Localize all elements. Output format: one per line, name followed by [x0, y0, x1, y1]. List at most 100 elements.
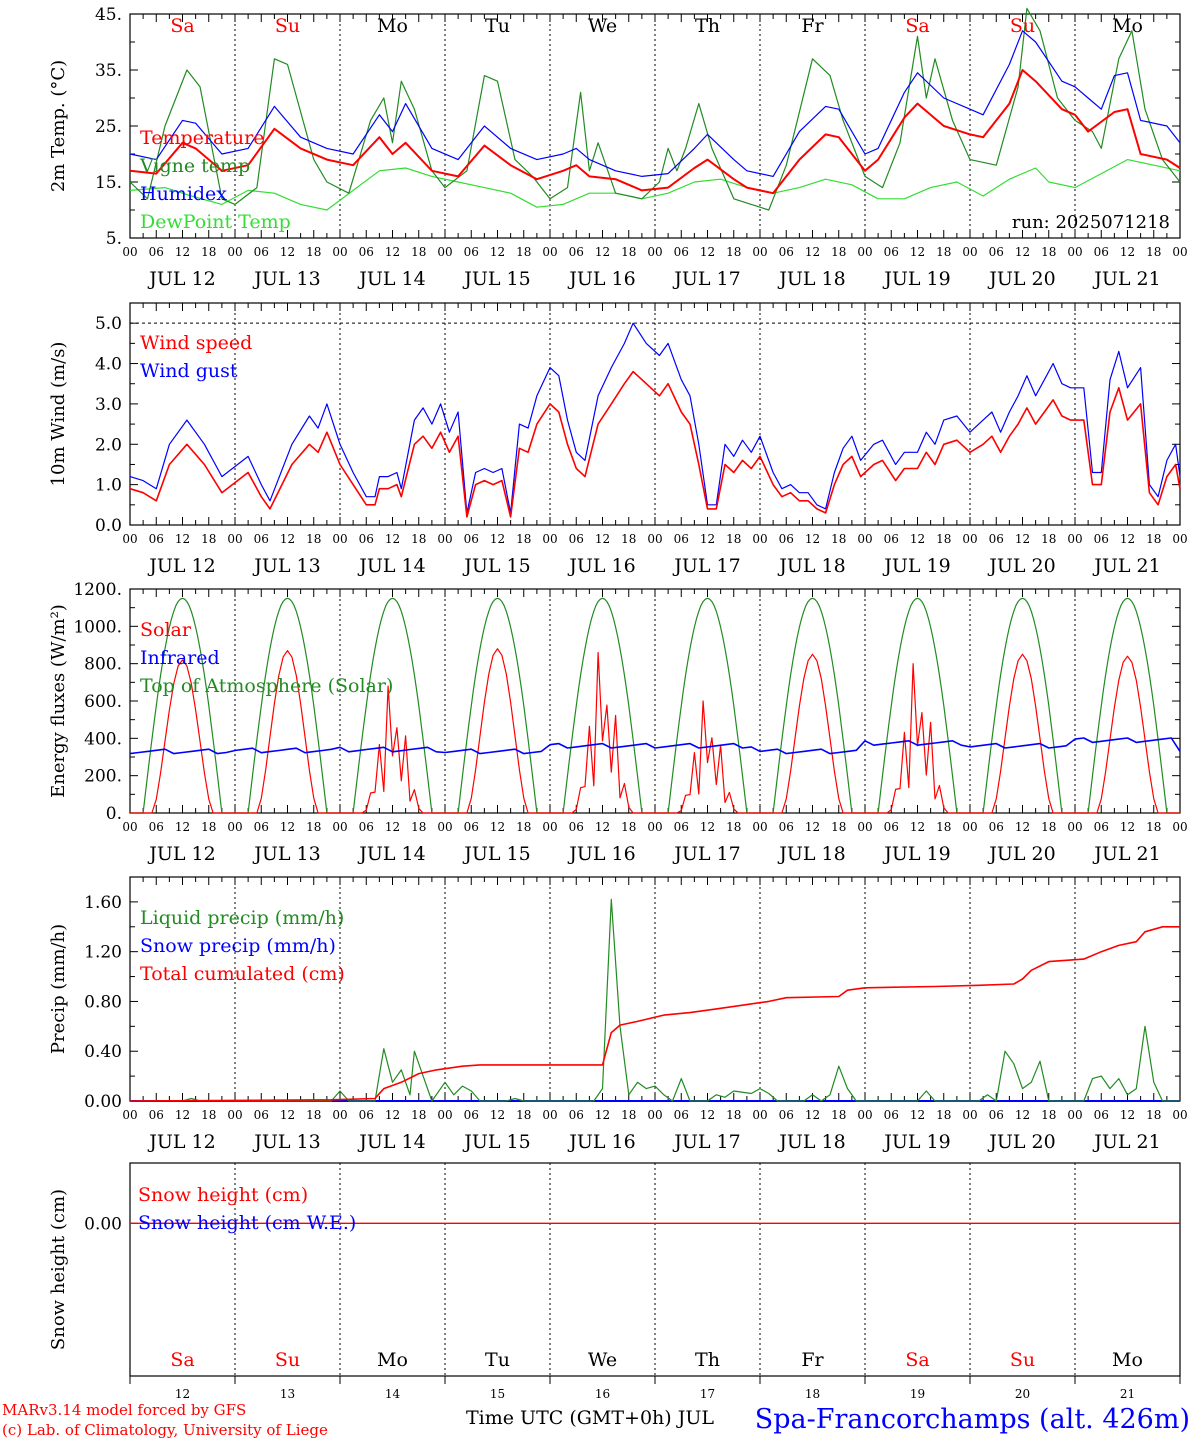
hour-tick-label: 00 [647, 820, 662, 834]
hour-tick-label: 18 [1146, 820, 1161, 834]
run-label: run: 2025071218 [1012, 212, 1170, 233]
hour-tick-label: 12 [385, 532, 400, 546]
date-label: JUL 15 [462, 843, 530, 865]
hour-tick-label: 18 [306, 245, 321, 259]
date-label: JUL 12 [147, 1131, 215, 1153]
hour-tick-label: 18 [936, 532, 951, 546]
hour-tick-label: 00 [1067, 1108, 1082, 1122]
date-label: JUL 12 [147, 555, 215, 577]
hour-tick-label: 00 [437, 820, 452, 834]
x-axis-label: Time UTC (GMT+0h) JUL [466, 1407, 714, 1429]
hour-tick-label: 00 [647, 1108, 662, 1122]
hour-tick-label: 18 [726, 820, 741, 834]
hour-tick-label: 06 [1094, 820, 1109, 834]
y-tick-label: 5. [106, 229, 122, 249]
day-of-week-label: Tu [485, 15, 510, 37]
hour-tick-label: 06 [464, 532, 479, 546]
hour-tick-label: 00 [1067, 532, 1082, 546]
date-label: JUL 14 [357, 268, 425, 290]
date-label: JUL 15 [462, 555, 530, 577]
y-tick-label: 400. [84, 729, 122, 749]
legend-entry: DewPoint Temp [140, 211, 291, 233]
date-label: JUL 13 [252, 555, 320, 577]
date-label: JUL 14 [357, 1131, 425, 1153]
hour-tick-label: 18 [516, 820, 531, 834]
day-of-week-label: Su [275, 1349, 300, 1371]
hour-tick-label: 12 [700, 820, 715, 834]
hour-tick-label: 12 [595, 820, 610, 834]
day-number-label: 13 [280, 1387, 295, 1401]
y-tick-label: 45. [95, 5, 122, 25]
date-label: JUL 17 [672, 843, 740, 865]
hour-tick-label: 18 [1146, 245, 1161, 259]
day-of-week-label: Sa [905, 1349, 929, 1371]
hour-tick-label: 12 [175, 532, 190, 546]
hour-tick-label: 00 [122, 532, 137, 546]
date-label: JUL 15 [462, 1131, 530, 1153]
hour-tick-label: 06 [254, 532, 269, 546]
hour-tick-label: 00 [332, 1108, 347, 1122]
hour-tick-label: 00 [647, 245, 662, 259]
hour-tick-label: 12 [490, 820, 505, 834]
hour-tick-label: 12 [595, 1108, 610, 1122]
hour-tick-label: 12 [805, 532, 820, 546]
hour-tick-label: 00 [962, 820, 977, 834]
hour-tick-label: 00 [962, 1108, 977, 1122]
hour-tick-label: 18 [516, 532, 531, 546]
date-label: JUL 20 [987, 268, 1055, 290]
hour-tick-label: 00 [647, 532, 662, 546]
day-number-label: 18 [805, 1387, 820, 1401]
day-of-week-label: We [588, 15, 617, 37]
hour-tick-label: 00 [857, 245, 872, 259]
hour-tick-label: 06 [149, 532, 164, 546]
date-label: JUL 17 [672, 268, 740, 290]
y-tick-label: 25. [95, 117, 122, 137]
hour-tick-label: 06 [149, 245, 164, 259]
hour-tick-label: 00 [857, 820, 872, 834]
hour-tick-label: 12 [1120, 532, 1135, 546]
legend-entry: Vigne temp [139, 155, 250, 177]
hour-tick-label: 00 [1172, 532, 1187, 546]
y-axis-label: 2m Temp. (°C) [48, 60, 69, 192]
hour-tick-label: 12 [175, 1108, 190, 1122]
hour-tick-label: 06 [569, 532, 584, 546]
hour-tick-label: 00 [332, 532, 347, 546]
hour-tick-label: 00 [857, 532, 872, 546]
hour-tick-label: 06 [359, 820, 374, 834]
hour-tick-label: 12 [700, 532, 715, 546]
hour-tick-label: 18 [201, 532, 216, 546]
hour-tick-label: 06 [779, 820, 794, 834]
hour-tick-label: 00 [227, 532, 242, 546]
hour-tick-label: 18 [831, 1108, 846, 1122]
day-of-week-label: Tu [485, 1349, 510, 1371]
y-tick-label: 2.0 [95, 435, 122, 455]
hour-tick-label: 12 [910, 820, 925, 834]
hour-tick-label: 00 [332, 245, 347, 259]
hour-tick-label: 00 [752, 245, 767, 259]
hour-tick-label: 06 [464, 245, 479, 259]
hour-tick-label: 06 [674, 532, 689, 546]
y-tick-label: 600. [84, 692, 122, 712]
series-line-humidex [129, 30, 1181, 177]
hour-tick-label: 12 [805, 820, 820, 834]
hour-tick-label: 12 [490, 245, 505, 259]
hour-tick-label: 12 [280, 245, 295, 259]
y-tick-label: 1.20 [84, 943, 122, 963]
series-line-liquid [130, 898, 1180, 1102]
hour-tick-label: 06 [359, 1108, 374, 1122]
y-tick-label: 0.40 [84, 1042, 122, 1062]
y-axis-label: Snow height (cm) [48, 1189, 69, 1350]
date-label: JUL 21 [1092, 843, 1160, 865]
hour-tick-label: 06 [674, 245, 689, 259]
date-label: JUL 16 [567, 268, 635, 290]
y-tick-label: 800. [84, 655, 122, 675]
legend-entry: Humidex [140, 183, 227, 205]
date-label: JUL 17 [672, 1131, 740, 1153]
hour-tick-label: 12 [910, 1108, 925, 1122]
series-line-gust [129, 322, 1181, 514]
hour-tick-label: 00 [437, 532, 452, 546]
hour-tick-label: 18 [1041, 820, 1056, 834]
series-line-dewpoint [129, 159, 1181, 211]
legend-entry: Total cumulated (cm) [140, 963, 345, 985]
hour-tick-label: 00 [1172, 820, 1187, 834]
